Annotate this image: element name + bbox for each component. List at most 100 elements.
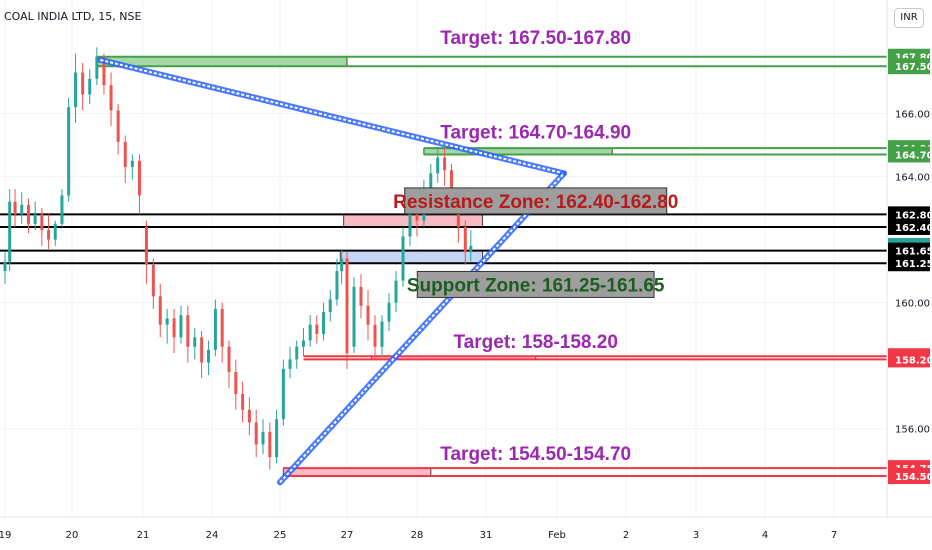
candle-body — [261, 431, 265, 445]
price-tag — [888, 58, 930, 75]
time-tick-label: 4 — [762, 530, 768, 541]
candle-body — [116, 110, 120, 142]
candle-body — [394, 280, 398, 303]
candle-body — [40, 214, 44, 231]
price-tick-label: 156.00 — [895, 425, 930, 436]
candle-body — [401, 236, 405, 281]
candle-body — [275, 419, 279, 458]
annotation-bg — [416, 270, 655, 298]
candle-body — [295, 346, 299, 360]
candle-body — [429, 173, 433, 190]
price-tag-label: 162.40 — [895, 223, 932, 234]
price-tag-label: 162.80 — [895, 210, 932, 221]
candle-body — [315, 324, 319, 335]
candle-body — [53, 223, 57, 240]
support-box — [339, 250, 484, 264]
time-tick-label: 31 — [480, 530, 493, 541]
candle-body — [207, 349, 211, 363]
candle-body — [26, 204, 30, 224]
candle-body — [158, 296, 162, 325]
price-tag — [888, 351, 930, 368]
candle-body — [151, 264, 155, 297]
candle-body — [200, 337, 204, 363]
candles — [3, 47, 473, 470]
price-levels — [0, 55, 887, 478]
candle-body — [340, 258, 344, 272]
candle-body — [88, 78, 92, 95]
candle-body — [308, 324, 312, 341]
grid-lines — [0, 0, 887, 517]
candle-body — [254, 422, 258, 445]
candle-body — [366, 305, 370, 325]
candle-body — [436, 157, 440, 174]
time-tick-label: 2 — [623, 530, 629, 541]
candle-body — [144, 226, 148, 265]
time-tick-label: 19 — [0, 530, 11, 541]
candle-body — [74, 72, 78, 108]
price-tag — [888, 206, 930, 223]
candle-body — [345, 258, 349, 354]
price-tag-label: 161.65 — [895, 247, 932, 258]
candle-body — [123, 141, 127, 168]
candle-body — [408, 201, 412, 237]
candle-body — [387, 302, 391, 322]
annotation-bg — [404, 187, 668, 215]
candle-body — [213, 308, 217, 350]
annotation-label: Target: 154.50-154.70 — [440, 444, 631, 465]
candle-body — [165, 318, 169, 325]
price-tag-label: 164.70 — [895, 150, 932, 161]
price-tag — [888, 146, 930, 163]
candle-body — [450, 170, 453, 202]
price-tag-label: 154.50 — [895, 472, 932, 483]
candle-body — [193, 337, 197, 347]
candle-body — [60, 195, 64, 224]
price-tag-label: 158.20 — [895, 355, 932, 366]
price-tag-label: 161.25 — [895, 259, 932, 270]
currency-button[interactable]: INR — [894, 8, 924, 28]
candle-body — [268, 431, 272, 458]
candle-body — [335, 271, 339, 300]
time-tick-label: 25 — [274, 530, 287, 541]
target-154-box — [282, 467, 432, 477]
trendlines — [97, 56, 567, 486]
time-axis: 19 20 21 24 25 27 28 31 Feb 2 3 4 7 — [0, 516, 932, 541]
candle-body — [47, 230, 51, 240]
candle-body — [359, 286, 363, 306]
candle-body — [95, 56, 99, 79]
candle-body — [352, 286, 356, 347]
candle-body — [281, 368, 285, 420]
price-tick-label: 160.00 — [895, 299, 930, 310]
price-tag — [888, 242, 930, 259]
candle-body — [102, 56, 106, 86]
price-tag-label: 167.50 — [895, 62, 932, 73]
resistance-box — [343, 213, 484, 228]
candle-body — [186, 315, 190, 347]
candle-body — [20, 204, 24, 215]
time-tick-label: 3 — [693, 530, 699, 541]
price-tag — [888, 255, 930, 272]
annotations: Target: 167.50-167.80 Target: 164.70-164.… — [393, 28, 678, 465]
lower-trendline — [277, 170, 567, 486]
candle-body — [81, 72, 85, 95]
price-axis: 166.00164.00160.00156.00167.80167.50164.… — [886, 0, 932, 517]
candle-body — [67, 107, 71, 196]
price-tick-label: 166.00 — [895, 109, 930, 120]
time-tick-label: 28 — [411, 530, 424, 541]
upper-trendline-inner — [100, 58, 565, 175]
candle-body — [109, 85, 113, 111]
candle-body — [227, 346, 231, 372]
candle-body — [288, 359, 292, 369]
candle-body — [373, 324, 377, 347]
candle-body — [3, 261, 7, 272]
annotation-label: Target: 167.50-167.80 — [440, 28, 631, 49]
target-167-box — [96, 56, 348, 67]
price-tag — [888, 468, 930, 485]
symbol-title: COAL INDIA LTD, 15, NSE — [4, 10, 142, 23]
annotation-label: Target: 158-158.20 — [453, 332, 617, 353]
time-tick-label: Feb — [548, 530, 566, 541]
candle-body — [220, 308, 224, 347]
candle-body — [33, 214, 37, 224]
candle-body — [301, 340, 305, 347]
